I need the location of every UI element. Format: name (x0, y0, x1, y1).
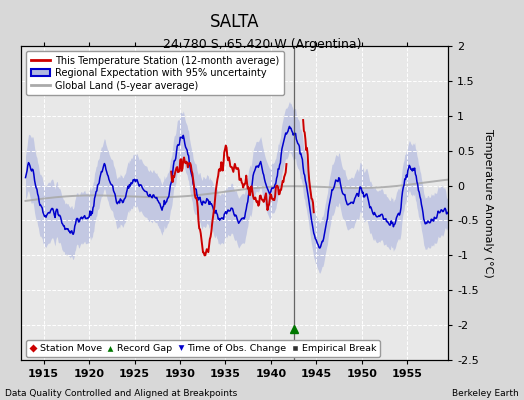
Text: 24.780 S, 65.420 W (Argentina): 24.780 S, 65.420 W (Argentina) (163, 38, 361, 51)
Legend: Station Move, Record Gap, Time of Obs. Change, Empirical Break: Station Move, Record Gap, Time of Obs. C… (26, 340, 380, 357)
Text: Data Quality Controlled and Aligned at Breakpoints: Data Quality Controlled and Aligned at B… (5, 389, 237, 398)
Title: SALTA: SALTA (210, 12, 259, 30)
Y-axis label: Temperature Anomaly (°C): Temperature Anomaly (°C) (483, 129, 493, 277)
Text: Berkeley Earth: Berkeley Earth (452, 389, 519, 398)
